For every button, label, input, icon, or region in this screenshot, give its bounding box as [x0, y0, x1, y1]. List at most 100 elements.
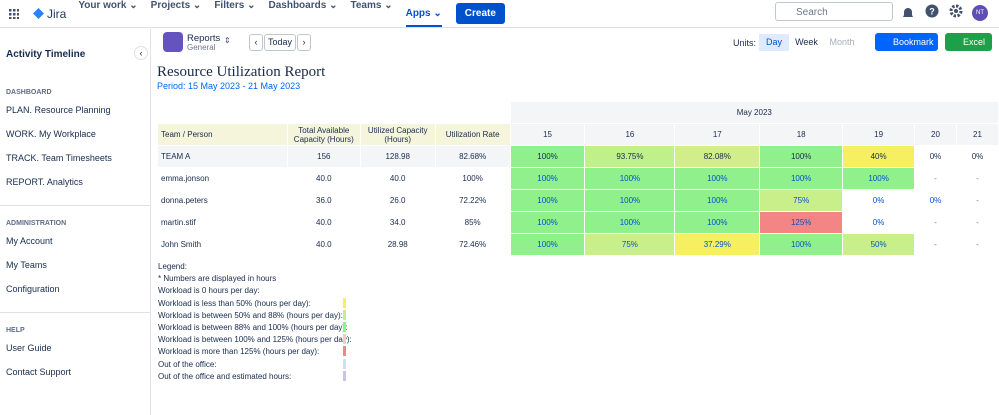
sidebar-link[interactable]: User Guide — [6, 343, 52, 353]
day-cell: 100% — [759, 145, 844, 168]
product-name[interactable]: Jira — [47, 6, 67, 21]
day-cell: 100% — [674, 189, 761, 212]
sidebar-link[interactable]: My Teams — [6, 260, 47, 270]
collapse-button[interactable]: ‹ — [134, 46, 148, 60]
legend-swatch — [343, 334, 346, 345]
nav-item[interactable]: Teams ⌄ — [350, 0, 393, 11]
day-cell: 100% — [674, 211, 761, 234]
day-cell: 100% — [584, 189, 676, 212]
sidebar: Activity Timeline ‹ DASHBOARD PLAN. Resou… — [0, 29, 151, 415]
cell-utilized: 128.98 — [359, 145, 436, 168]
settings[interactable] — [949, 4, 963, 18]
nav-item[interactable]: Projects ⌄ — [150, 0, 202, 11]
day-cell: 100% — [759, 233, 844, 256]
sidebar-link[interactable]: TRACK. Team Timesheets — [6, 153, 112, 163]
legend-swatch — [343, 358, 346, 369]
legend-item: Workload is more than 125% (hours per da… — [158, 346, 352, 358]
day-cell: - — [955, 233, 999, 256]
nav-item[interactable]: Your work ⌄ — [78, 0, 138, 11]
jira-logo — [33, 8, 44, 19]
day-cell: 0% — [955, 145, 999, 168]
header-row: Team / Person Total Available Capacity (H… — [157, 123, 999, 146]
next-button[interactable]: › — [297, 34, 311, 51]
legend-label: Workload is 0 hours per day: — [158, 286, 260, 296]
day-cell: - — [955, 189, 999, 212]
avatar[interactable]: NT — [972, 5, 988, 21]
day-header: 17 — [674, 123, 761, 146]
cell-rate: 72.22% — [434, 189, 511, 212]
day-cell: - — [914, 211, 957, 234]
cell-total: 156 — [286, 145, 361, 168]
legend-item: Workload is less than 50% (hours per day… — [158, 297, 352, 310]
legend-item: Out of the office: — [158, 358, 352, 371]
sidebar-link[interactable]: Contact Support — [6, 367, 72, 377]
unit-option[interactable]: Week — [795, 37, 818, 47]
app-switcher[interactable] — [9, 8, 19, 19]
sidebar-link[interactable]: Configuration — [6, 284, 60, 294]
notifications[interactable] — [902, 7, 914, 19]
sidebar-link[interactable]: My Account — [6, 236, 53, 246]
cell-total: 40.0 — [286, 211, 361, 234]
today-button[interactable]: Today — [264, 34, 296, 51]
cell-rate: 82.68% — [434, 145, 511, 168]
section-heading: HELP — [6, 327, 25, 334]
reports-icon — [163, 32, 183, 52]
column-header: Utilized Capacity (Hours) — [359, 123, 436, 146]
legend-swatch — [343, 346, 346, 357]
sidebar-link[interactable]: WORK. My Workplace — [6, 129, 96, 139]
sidebar-link[interactable]: PLAN. Resource Planning — [6, 105, 111, 115]
cell-rate: 85% — [434, 211, 511, 234]
team-row: TEAM A 156 128.98 82.68% 100% 93.75% 82.08% 100… — [157, 145, 999, 168]
day-cell: 50% — [842, 233, 916, 256]
report-table: May 2023 Team / Person Total Available Cap… — [157, 101, 999, 256]
excel-button[interactable]: Excel — [945, 33, 992, 51]
legend-label: Workload is between 100% and 125% (hours… — [158, 335, 352, 345]
day-cell: 82.08% — [674, 145, 761, 168]
bookmark-button[interactable]: Bookmark — [875, 33, 938, 51]
cell-name: John Smith — [157, 233, 288, 256]
day-cell: 93.75% — [584, 145, 676, 168]
unit-option[interactable]: Day — [759, 34, 789, 51]
search-box[interactable]: Search — [775, 2, 893, 21]
legend-swatch — [343, 297, 346, 308]
legend-item: Workload is 0 hours per day: — [158, 285, 352, 297]
day-cell: 100% — [759, 167, 844, 190]
nav-item[interactable]: Dashboards ⌄ — [268, 0, 338, 11]
day-cell: 125% — [759, 211, 844, 234]
month-row: May 2023 — [157, 101, 999, 124]
legend-item: Workload is between 88% and 100% (hours … — [158, 322, 352, 334]
day-cell: 0% — [914, 145, 957, 168]
units-label: Units: — [733, 38, 757, 48]
sidebar-sections: DASHBOARD PLAN. Resource Planning WORK. My… — [0, 83, 150, 389]
cell-name: TEAM A — [157, 145, 288, 168]
sidebar-link[interactable]: REPORT. Analytics — [6, 177, 83, 187]
nav-item[interactable]: Filters ⌄ — [214, 0, 256, 11]
day-cell: 75% — [584, 233, 676, 256]
legend-title: Legend: — [158, 262, 187, 271]
help[interactable]: ? — [925, 4, 939, 18]
bookmark-label: Bookmark — [893, 37, 934, 47]
unit-option[interactable]: Month — [829, 37, 855, 47]
legend-label: Out of the office: — [158, 359, 217, 369]
search-placeholder: Search — [796, 7, 828, 18]
day-cell: 100% — [584, 211, 676, 234]
day-cell: - — [914, 167, 957, 190]
cell-utilized: 28.98 — [359, 233, 436, 256]
reports-name[interactable]: Reports — [187, 33, 221, 44]
cell-utilized: 26.0 — [359, 189, 436, 212]
column-header: Utilization Rate — [434, 123, 511, 146]
legend-swatch — [343, 370, 346, 381]
context-switch[interactable]: ⇕ — [224, 36, 231, 45]
legend-item: Workload is between 100% and 125% (hours… — [158, 334, 352, 346]
cell-utilized: 34.0 — [359, 211, 436, 234]
day-cell: 100% — [509, 167, 586, 190]
person-row: emma.jonson 40.0 40.0 100% 100% 100% 100% 100% 1… — [157, 167, 999, 190]
create-button[interactable]: Create — [455, 3, 505, 24]
main: Reports General ⇕ ‹ Today › Units: Day We… — [152, 29, 999, 415]
prev-button[interactable]: ‹ — [249, 34, 263, 51]
legend-swatch — [343, 285, 346, 296]
column-header: Team / Person — [157, 123, 288, 146]
day-cell: - — [914, 233, 957, 256]
nav-item[interactable]: Apps ⌄ — [405, 8, 442, 27]
